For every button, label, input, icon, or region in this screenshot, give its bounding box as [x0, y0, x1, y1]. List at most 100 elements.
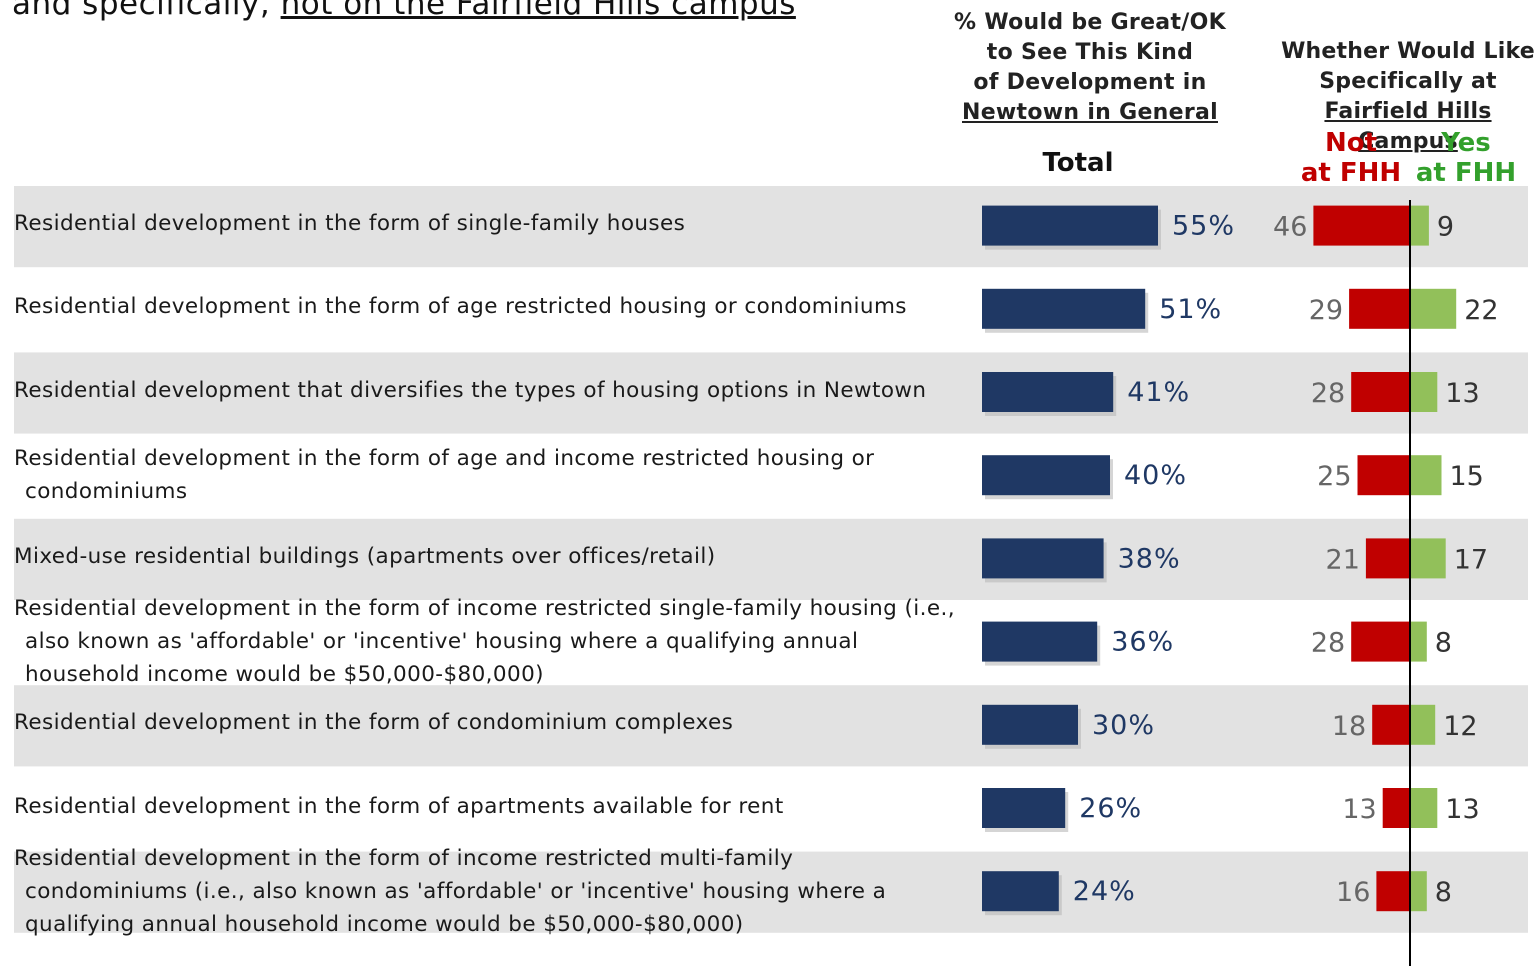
category-label-line: condominiums (i.e., also known as 'affor…: [25, 878, 887, 904]
total-header: Total: [1042, 148, 1114, 178]
yes-at-fhh-bar: [1410, 871, 1427, 912]
yes-at-fhh-header: Yes at FHH: [1411, 128, 1521, 188]
category-label: Residential development in the form of a…: [14, 790, 964, 823]
category-label: Residential development in the form of i…: [14, 592, 964, 691]
not-at-fhh-value: 25: [1317, 461, 1351, 492]
fhh-header-line: Specifically at: [1319, 69, 1497, 94]
total-bar: [982, 455, 1110, 496]
category-label-line: Residential development in the form of s…: [14, 211, 686, 237]
category-label-line: Residential development in the form of i…: [14, 845, 794, 871]
not-at-fhh-bar: [1349, 288, 1410, 329]
fhh-header-underlined: Fairfield Hills Campus: [1324, 99, 1492, 154]
not-at-fhh-header: Not at FHH: [1296, 128, 1406, 188]
not-at-fhh-bar: [1357, 455, 1410, 496]
yes-at-fhh-bar: [1410, 205, 1429, 246]
total-value-label: 38%: [1118, 543, 1181, 574]
general-header-underlined: Newtown in General: [962, 100, 1218, 125]
not-at-fhh-bar: [1372, 704, 1410, 745]
yes-at-fhh-value: 8: [1435, 877, 1452, 908]
yes-at-fhh-bar: [1410, 788, 1438, 828]
category-label-line: Residential development in the form of a…: [14, 294, 907, 320]
category-label-line: Mixed-use residential buildings (apartme…: [14, 543, 716, 569]
total-value-label: 30%: [1092, 710, 1155, 741]
category-label-line: qualifying annual household income would…: [25, 911, 744, 937]
yes-at-fhh-bar: [1410, 455, 1442, 496]
yes-at-fhh-bar: [1410, 288, 1457, 329]
total-bar: [982, 788, 1066, 828]
yes-at-fhh-value: 9: [1437, 212, 1454, 243]
row-shade: [14, 851, 1528, 933]
total-value-label: 51%: [1159, 294, 1222, 325]
not-at-fhh-value: 16: [1336, 877, 1370, 908]
category-label: Residential development in the form of a…: [14, 290, 964, 323]
not-at-fhh-bar: [1376, 871, 1410, 912]
fhh-column-header: Whether Would Like Specifically at Fairf…: [1278, 37, 1537, 157]
not-at-fhh-value: 28: [1311, 628, 1345, 659]
general-header-line: % Would be Great/OK: [954, 10, 1226, 35]
category-label-line: Residential development in the form of a…: [14, 446, 875, 472]
category-label: Residential development in the form of c…: [14, 706, 964, 739]
total-bar: [982, 288, 1146, 329]
category-label-line: condominiums: [25, 479, 188, 505]
category-label: Residential development in the form of s…: [14, 207, 964, 240]
row-shade: [14, 518, 1528, 600]
row-shade: [14, 685, 1528, 767]
category-label-line: household income would be $50,000-$80,00…: [25, 662, 544, 688]
yes-at-fhh-bar: [1410, 621, 1427, 662]
general-column-header: % Would be Great/OK to See This Kind of …: [950, 8, 1230, 128]
category-label: Residential development in the form of a…: [14, 442, 964, 508]
fhh-header-line: Whether Would Like: [1281, 39, 1535, 64]
not-at-fhh-value: 28: [1311, 378, 1345, 409]
total-bar: [982, 621, 1098, 662]
yes-at-fhh-value: 15: [1450, 461, 1484, 492]
yes-at-fhh-value: 13: [1445, 378, 1479, 409]
yes-at-fhh-bar: [1410, 704, 1436, 745]
not-header-line: at FHH: [1300, 158, 1402, 188]
total-value-label: 24%: [1073, 876, 1136, 907]
total-bar: [982, 704, 1078, 745]
category-label-line: Residential development in the form of c…: [14, 710, 734, 736]
category-label-line: also known as 'affordable' or 'incentive…: [25, 629, 859, 655]
general-header-line: of Development in: [973, 70, 1207, 95]
not-at-fhh-value: 13: [1342, 794, 1376, 825]
total-value-label: 26%: [1079, 793, 1142, 824]
total-value-label: 41%: [1127, 377, 1190, 408]
yes-at-fhh-value: 17: [1454, 544, 1488, 575]
not-at-fhh-bar: [1351, 621, 1410, 662]
yes-header-line: at FHH: [1415, 158, 1517, 188]
category-label-line: Residential development that diversifies…: [14, 377, 927, 403]
yes-at-fhh-value: 22: [1464, 295, 1498, 326]
not-at-fhh-value: 18: [1332, 711, 1366, 742]
category-label: Residential development in the form of i…: [14, 842, 964, 941]
yes-header-line: Yes: [1441, 128, 1491, 158]
not-at-fhh-bar: [1382, 788, 1410, 828]
total-bar: [982, 205, 1158, 246]
not-at-fhh-value: 21: [1326, 544, 1360, 575]
row-shade: [14, 352, 1528, 434]
total-value-label: 55%: [1172, 211, 1235, 242]
title-underlined: not on the Fairfield Hills campus: [280, 0, 796, 22]
yes-at-fhh-bar: [1410, 372, 1438, 412]
category-label: Mixed-use residential buildings (apartme…: [14, 540, 964, 573]
row-shade: [14, 186, 1528, 268]
total-bar: [982, 538, 1104, 579]
chart-title: and specifically, not on the Fairfield H…: [12, 0, 796, 22]
title-prefix: and specifically,: [12, 0, 281, 22]
not-at-fhh-bar: [1365, 538, 1410, 579]
category-label: Residential development that diversifies…: [14, 374, 964, 407]
not-at-fhh-bar: [1313, 205, 1410, 246]
yes-at-fhh-value: 8: [1435, 628, 1452, 659]
yes-at-fhh-value: 13: [1445, 794, 1479, 825]
yes-at-fhh-value: 12: [1443, 711, 1477, 742]
general-header-line: to See This Kind: [986, 40, 1194, 65]
total-bar: [982, 372, 1114, 412]
not-at-fhh-value: 29: [1309, 295, 1343, 326]
not-at-fhh-bar: [1351, 372, 1410, 412]
category-label-line: Residential development in the form of a…: [14, 793, 784, 819]
total-value-label: 40%: [1124, 460, 1187, 491]
total-bar: [982, 871, 1059, 912]
total-value-label: 36%: [1111, 627, 1174, 658]
not-header-line: Not: [1324, 128, 1378, 158]
not-at-fhh-value: 46: [1273, 212, 1307, 243]
category-label-line: Residential development in the form of i…: [14, 596, 955, 622]
